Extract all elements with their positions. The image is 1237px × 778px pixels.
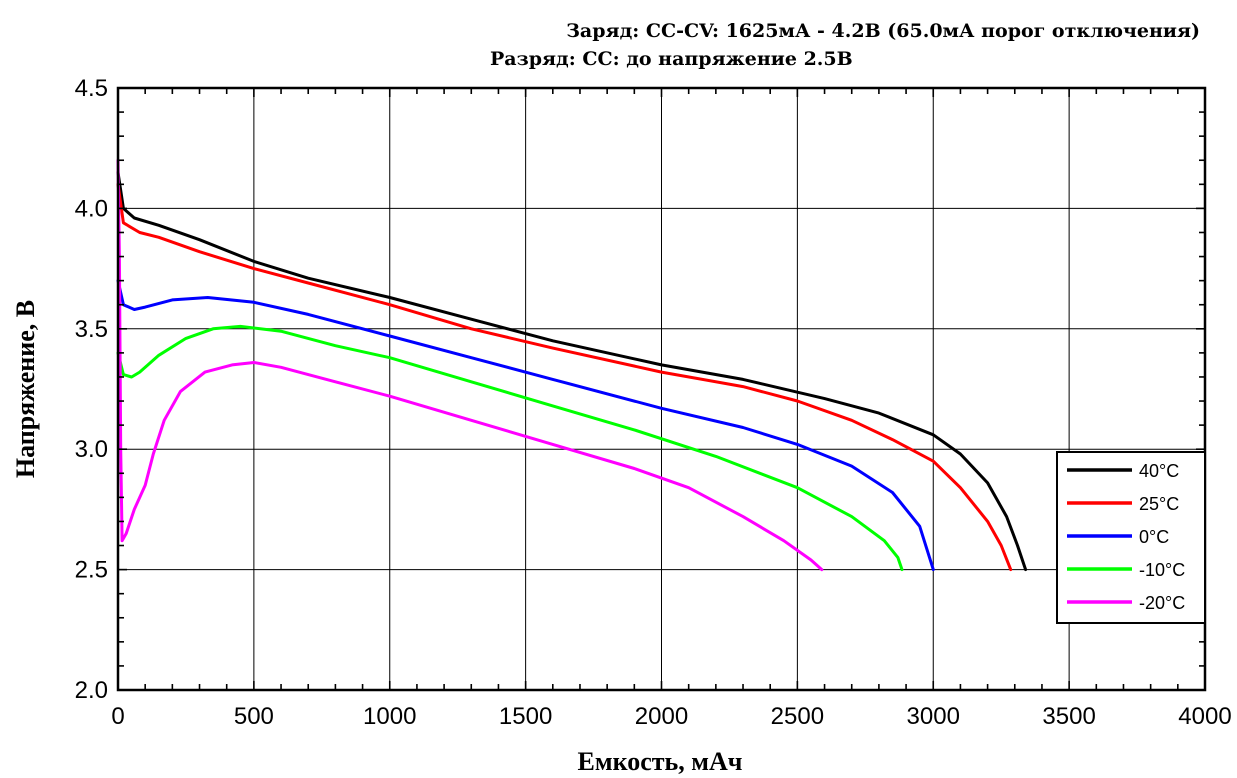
plot-border xyxy=(116,86,1207,692)
y-tick-label: 4.5 xyxy=(75,75,108,102)
legend-label-3: -10°C xyxy=(1139,560,1185,580)
chart-title: Заряд: CC-CV: 1625мА - 4.2В (65.0мА поро… xyxy=(566,20,1200,42)
y-tick-label: 2.0 xyxy=(75,677,108,704)
series-line-1 xyxy=(116,182,1013,572)
y-tick-label: 3.5 xyxy=(75,316,108,343)
x-axis-label: Емкость, мАч xyxy=(578,747,743,776)
chart-subtitle: Разряд: CC: до напряжение 2.5В xyxy=(490,48,853,70)
legend: 40°C 25°C 0°C -10°C -20°C xyxy=(1056,451,1206,624)
x-tick-label: 3000 xyxy=(907,703,960,730)
y-axis: 2.0 2.5 3.0 3.5 4.0 4.5 xyxy=(75,75,108,704)
x-tick-label: 1500 xyxy=(499,703,552,730)
x-tick-label: 1000 xyxy=(363,703,416,730)
y-tick-label: 2.5 xyxy=(75,557,108,584)
series-lines xyxy=(116,158,1028,572)
grid xyxy=(118,88,1205,690)
x-tick-label: 0 xyxy=(111,703,124,730)
y-tick-label: 3.0 xyxy=(75,436,108,463)
x-tick-label: 2500 xyxy=(771,703,824,730)
legend-label-0: 40°C xyxy=(1139,461,1179,481)
x-tick-label: 4000 xyxy=(1178,703,1231,730)
legend-label-4: -20°C xyxy=(1139,593,1185,613)
series-line-3 xyxy=(116,324,904,572)
legend-label-2: 0°C xyxy=(1139,527,1169,547)
plot-frame xyxy=(116,86,1207,692)
series-line-0 xyxy=(116,170,1028,572)
x-tick-label: 500 xyxy=(234,703,274,730)
y-tick-label: 4.0 xyxy=(75,195,108,222)
x-tick-label: 2000 xyxy=(635,703,688,730)
x-tick-label: 3500 xyxy=(1042,703,1095,730)
y-axis-label: Напряжение, В xyxy=(11,300,40,478)
series-line-4 xyxy=(116,158,824,572)
legend-label-1: 25°C xyxy=(1139,494,1179,514)
series-line-2 xyxy=(116,279,935,572)
x-axis: 0 500 1000 1500 2000 2500 3000 3500 4000 xyxy=(111,703,1231,730)
